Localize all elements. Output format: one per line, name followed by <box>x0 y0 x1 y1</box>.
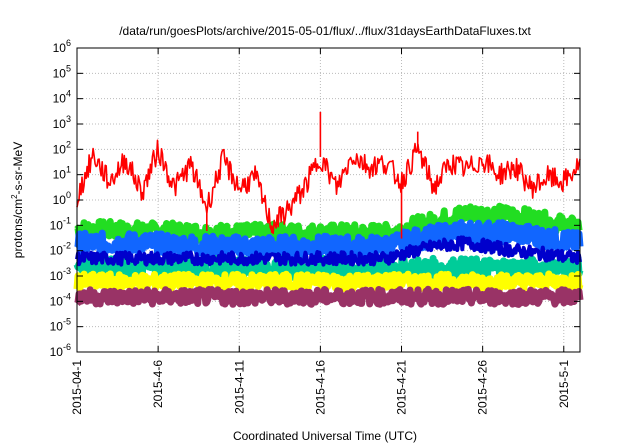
x-tick-label: 2015-04-1 <box>70 360 84 415</box>
flux-band-series <box>74 285 584 308</box>
chart-title: /data/run/goesPlots/archive/2015-05-01/f… <box>119 24 531 38</box>
y-tick-label: 10-6 <box>50 342 71 359</box>
flux-bands <box>73 202 584 308</box>
plot-frame <box>76 47 581 353</box>
plot-border <box>76 47 581 353</box>
y-tick-label: 102 <box>53 139 71 156</box>
x-tick-label: 2015-5-1 <box>557 360 571 408</box>
x-tick-labels: 2015-04-1 2015-4-6 2015-4-11 2015-4-16 2015-… <box>70 360 571 415</box>
y-tick-label: 10-4 <box>50 291 71 308</box>
x-tick-label: 2015-4-16 <box>313 360 327 415</box>
y-axis-label: protons/cm2-s-sr-MeV <box>10 142 25 258</box>
y-tick-label: 10-3 <box>50 266 71 283</box>
y-tick-label: 10-2 <box>50 241 71 258</box>
flux-band-series <box>75 235 582 267</box>
y-tick-label: 103 <box>53 114 71 131</box>
y-tick-label: 100 <box>53 190 71 207</box>
x-tick-label: 2015-4-11 <box>232 360 246 414</box>
x-axis-label: Coordinated Universal Time (UTC) <box>233 429 417 443</box>
x-tick-label: 2015-4-21 <box>395 360 409 415</box>
x-tick-label: 2015-4-6 <box>151 360 165 408</box>
y-tick-label: 101 <box>53 165 71 182</box>
flux-lines <box>76 111 581 239</box>
y-tick-label: 106 <box>53 38 71 55</box>
flux-line-series <box>76 139 581 235</box>
y-tick-labels: 106 105 104 103 102 101 100 10-1 10-2 10-3 10-4 10-… <box>50 38 71 359</box>
flux-band-series <box>73 270 584 293</box>
y-tick-label: 10-5 <box>50 317 71 334</box>
y-tick-label: 104 <box>53 89 71 106</box>
x-tick-label: 2015-4-26 <box>476 360 490 415</box>
y-tick-label: 105 <box>53 63 71 80</box>
y-axis-label-superscript: 2 <box>10 194 19 199</box>
y-tick-label: 10-1 <box>50 215 71 232</box>
